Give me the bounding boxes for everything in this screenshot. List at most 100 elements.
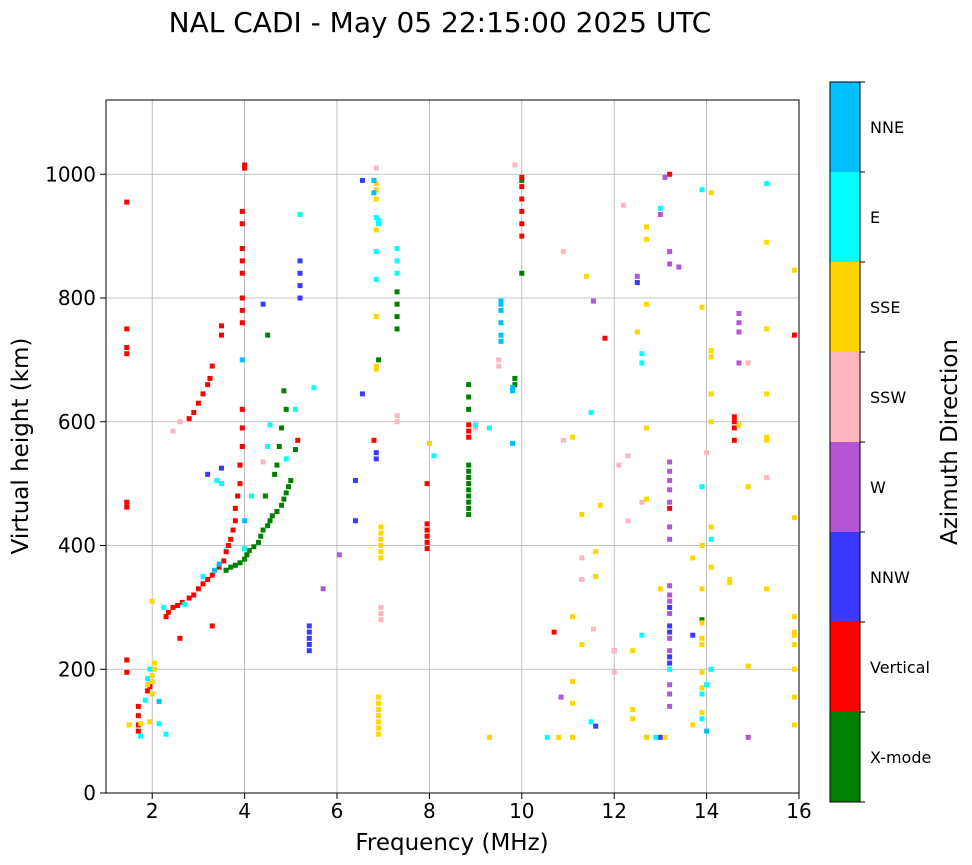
data-point-ssw <box>473 425 479 431</box>
data-point-sse <box>708 564 714 570</box>
data-point-sse <box>376 725 382 731</box>
data-point-sse <box>699 642 705 647</box>
data-point-x-mode <box>466 462 472 468</box>
data-point-ssw <box>590 626 596 632</box>
data-point-vertical <box>177 635 183 641</box>
data-point-ssw <box>620 202 626 208</box>
data-point-e <box>653 734 659 740</box>
x-tick-label: 2 <box>146 799 159 823</box>
data-point-vertical <box>225 543 231 548</box>
y-tick-label: 800 <box>58 286 96 310</box>
data-point-nne <box>239 357 245 363</box>
data-point-sse <box>376 694 382 700</box>
data-point-vertical <box>239 246 245 251</box>
data-point-vertical <box>200 391 206 397</box>
data-point-vertical <box>239 444 245 449</box>
data-point-ssw <box>170 428 176 434</box>
data-point-nnw <box>359 391 365 397</box>
data-point-e <box>297 211 303 217</box>
data-point-nnw <box>667 660 673 666</box>
data-point-vertical <box>466 422 472 428</box>
data-point-nnw <box>306 623 312 629</box>
colorbar-tick-label: SSW <box>870 388 906 407</box>
data-point-sse <box>630 648 636 654</box>
data-point-vertical <box>239 307 245 313</box>
data-point-vertical <box>223 549 229 555</box>
data-point-vertical <box>195 400 201 406</box>
data-point-e <box>142 697 148 703</box>
data-point-nne <box>371 177 377 183</box>
colorbar-tick-label: NNE <box>870 118 904 137</box>
data-point-sse <box>570 734 576 740</box>
data-point-vertical <box>239 258 245 264</box>
data-point-x-mode <box>376 357 382 363</box>
y-axis-label: Virtual height (km) <box>8 338 34 555</box>
data-point-vertical <box>186 416 192 422</box>
colorbar-swatch-x-mode <box>830 712 860 802</box>
data-point-ssw <box>512 162 518 168</box>
data-point-nnw <box>306 635 312 641</box>
data-point-vertical <box>731 425 737 431</box>
data-point-w <box>667 261 673 267</box>
data-point-vertical <box>163 614 169 620</box>
data-point-x-mode <box>466 481 472 487</box>
data-point-e <box>394 246 400 251</box>
data-point-sse <box>152 666 158 672</box>
x-tick-label: 8 <box>423 799 436 823</box>
data-point-ssw <box>378 611 384 617</box>
data-point-nne <box>498 301 504 307</box>
data-point-w <box>667 459 673 465</box>
colorbar-swatch-nne <box>830 82 860 172</box>
data-point-vertical <box>186 595 192 601</box>
data-point-e <box>265 444 271 449</box>
data-point-sse <box>570 679 576 685</box>
x-axis-ticks: 2 4 6 8 10 12 14 16 <box>146 793 812 823</box>
data-point-x-mode <box>279 502 285 508</box>
data-point-ssw <box>394 419 400 425</box>
data-point-x-mode <box>466 382 472 388</box>
data-point-x-mode <box>281 388 287 394</box>
data-point-e <box>394 258 400 264</box>
data-point-vertical <box>242 165 248 171</box>
colorbar-tick-label: W <box>870 478 886 497</box>
x-tick-label: 6 <box>331 799 344 823</box>
data-point-sse <box>426 440 432 446</box>
y-tick-label: 200 <box>58 657 96 681</box>
x-tick-label: 14 <box>694 799 719 823</box>
data-point-x-mode <box>512 375 518 381</box>
data-point-nne <box>510 385 516 391</box>
data-point-vertical <box>165 609 171 615</box>
data-point-x-mode <box>466 487 472 493</box>
data-point-vertical <box>209 623 215 629</box>
data-point-x-mode <box>262 493 268 499</box>
data-point-vertical <box>209 572 215 578</box>
data-point-w <box>590 298 596 304</box>
data-point-e <box>249 493 255 499</box>
data-point-sse <box>708 190 714 196</box>
data-point-w <box>667 468 673 474</box>
data-point-nne <box>242 518 248 524</box>
data-point-vertical <box>519 174 525 180</box>
data-point-e <box>394 270 400 276</box>
data-point-sse <box>378 543 384 548</box>
data-point-sse <box>764 586 770 592</box>
data-point-e <box>699 484 705 490</box>
data-point-e <box>182 601 188 607</box>
data-point-sse <box>708 391 714 397</box>
data-point-vertical <box>239 208 245 214</box>
data-point-sse <box>570 700 576 706</box>
x-tick-label: 4 <box>238 799 251 823</box>
data-point-w <box>667 583 673 589</box>
data-point-e <box>138 733 144 739</box>
data-point-x-mode <box>246 547 252 553</box>
data-point-nnw <box>352 478 358 484</box>
data-point-sse <box>486 734 492 740</box>
data-point-nnw <box>306 648 312 654</box>
data-point-sse <box>138 721 144 727</box>
data-point-vertical <box>124 499 130 505</box>
data-point-nne <box>212 567 218 573</box>
data-point-vertical <box>228 536 234 542</box>
colorbar-tick-label: SSE <box>870 298 900 317</box>
data-point-e <box>219 481 224 487</box>
data-point-vertical <box>195 586 201 592</box>
